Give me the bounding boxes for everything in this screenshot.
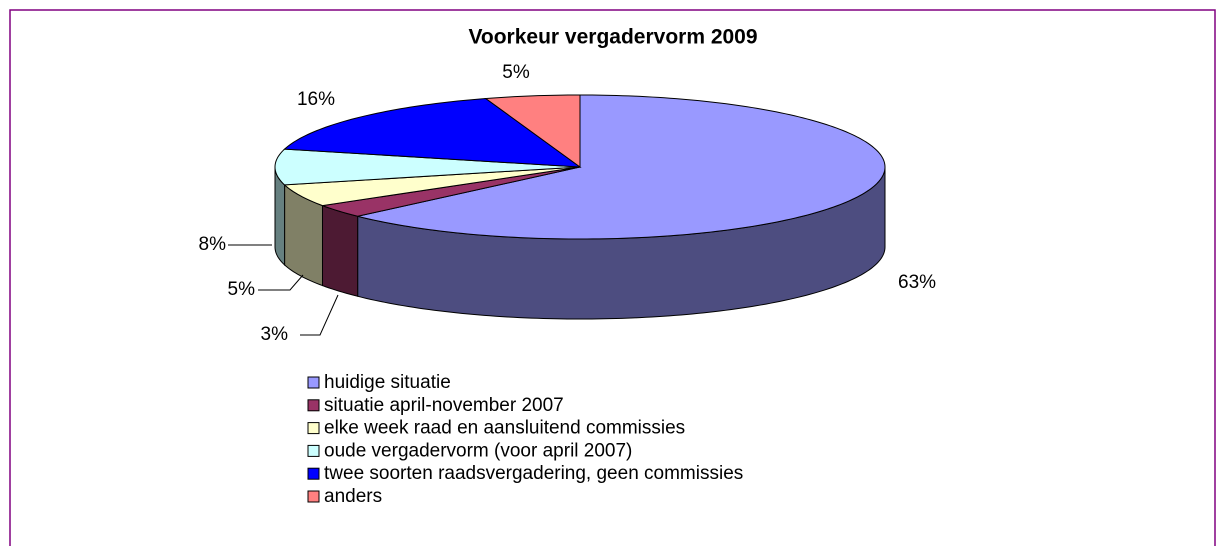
data-label: 5% (228, 279, 256, 300)
chart-title: Voorkeur vergadervorm 2009 (468, 26, 757, 49)
data-label: 63% (898, 272, 936, 293)
slice-side (321, 204, 359, 297)
legend-swatch (307, 467, 320, 480)
legend-label: oude vergadervorm (voor april 2007) (324, 440, 632, 461)
slice (274, 148, 581, 186)
legend-label: situatie april-november 2007 (324, 395, 564, 416)
slice (484, 94, 581, 168)
legend-swatch (307, 490, 320, 503)
slice (357, 94, 886, 240)
legend-swatch (307, 422, 320, 435)
legend-label: huidige situatie (324, 372, 451, 393)
legend-swatch (307, 376, 320, 389)
slice (322, 166, 581, 217)
data-label: 5% (502, 62, 530, 83)
data-label: 16% (297, 89, 335, 110)
data-label: 8% (199, 234, 227, 255)
leader-line (258, 274, 304, 291)
legend-label: elke week raad en aansluitend commissies (324, 418, 685, 439)
legend-label: twee soorten raadsvergadering, geen comm… (324, 463, 743, 484)
data-label: 3% (261, 324, 289, 345)
slice (283, 166, 581, 207)
legend-label: anders (324, 486, 382, 507)
legend-swatch (307, 444, 320, 457)
slice (283, 98, 582, 168)
leader-line (300, 294, 339, 336)
legend-swatch (307, 399, 320, 412)
